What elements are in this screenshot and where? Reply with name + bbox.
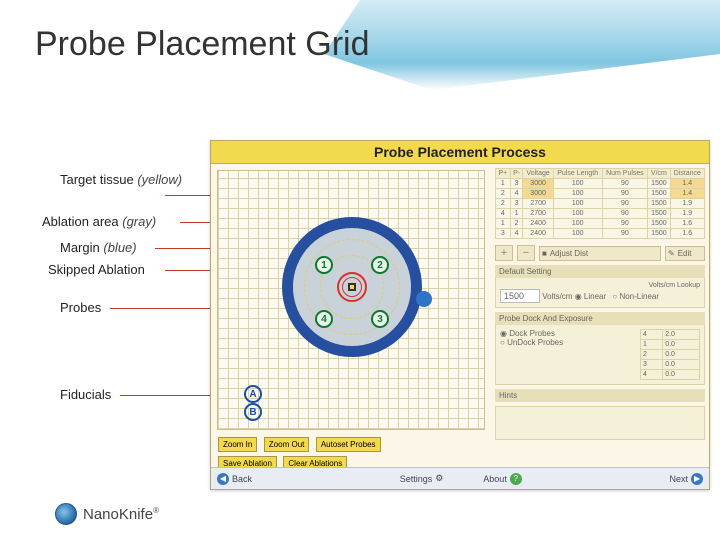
nonlinear-radio[interactable]: ○ Non-Linear [612, 292, 659, 301]
table-row[interactable]: 2327001009015001.9 [496, 199, 705, 209]
col-Pulse Length: Pulse Length [553, 169, 602, 179]
dock-row: 40.0 [641, 370, 700, 380]
col-Distance: Distance [670, 169, 704, 179]
adjust-dist-button[interactable]: ■ Adjust Dist [539, 246, 661, 261]
table-row[interactable]: 1224001009015001.6 [496, 219, 705, 229]
target-tissue-marker[interactable] [348, 283, 356, 291]
zoom-in-button[interactable]: Zoom In [218, 437, 257, 452]
about-button[interactable]: About ? [483, 473, 522, 485]
dock-row: 10.0 [641, 340, 700, 350]
probe-1[interactable]: 1 [315, 256, 333, 274]
dock-table: 42.010.020.030.040.0 [640, 329, 700, 380]
edit-button[interactable]: ✎ Edit [665, 246, 705, 261]
default-setting-label: Default Setting [495, 265, 705, 278]
col-Voltage: Voltage [523, 169, 553, 179]
volts-unit: Volts/cm [542, 292, 572, 301]
back-button[interactable]: ◀Back [217, 473, 252, 485]
app-title: Probe Placement Process [211, 141, 709, 164]
fiducial-A[interactable]: A [244, 385, 262, 403]
app-window: Probe Placement Process 1 2 3 4 AB Zoom In Z… [210, 140, 710, 490]
col-Num Pulses: Num Pulses [602, 169, 648, 179]
right-panel: P+P-VoltagePulse LengthNum PulsesV/cmDis… [491, 164, 709, 474]
col-V/cm: V/cm [648, 169, 670, 179]
probe-pair-table: P+P-VoltagePulse LengthNum PulsesV/cmDis… [495, 168, 705, 239]
dock-row: 20.0 [641, 350, 700, 360]
probe-cursor[interactable] [416, 291, 432, 307]
annotation-probes: Probes [60, 300, 101, 315]
probe-4[interactable]: 4 [315, 310, 333, 328]
linear-radio[interactable]: ◉ Linear [575, 292, 606, 301]
add-icon[interactable]: + [495, 245, 513, 261]
col-P+: P+ [496, 169, 511, 179]
dock-row: 42.0 [641, 330, 700, 340]
settings-button[interactable]: Settings ⚙ [400, 473, 444, 484]
annotation-ablation-area: Ablation area (gray) [42, 214, 156, 229]
dock-row: 30.0 [641, 360, 700, 370]
table-row[interactable]: 2430001009015001.4 [496, 189, 705, 199]
grid-area: 1234AB Zoom In Zoom Out Autoset Probes S… [211, 164, 491, 474]
hints-label: Hints [495, 389, 705, 402]
table-row[interactable]: 4127001009015001.9 [496, 209, 705, 219]
slide-title: Probe Placement Grid [35, 25, 370, 64]
app-footer: ◀Back Settings ⚙ About ? Next▶ [211, 467, 709, 489]
default-setting-body: Volts/cm Lookup 1500 Volts/cm ◉ Linear ○… [495, 278, 705, 308]
help-icon: ? [510, 473, 522, 485]
annotation-target-tissue: Target tissue (yellow) [60, 172, 182, 187]
probe-2[interactable]: 2 [371, 256, 389, 274]
table-row[interactable]: 3424001009015001.6 [496, 229, 705, 239]
volts-value[interactable]: 1500 [500, 289, 540, 303]
dock-body: 42.010.020.030.040.0 ◉ Dock Probes ○ UnD… [495, 325, 705, 385]
autoset-probes-button[interactable]: Autoset Probes [316, 437, 381, 452]
annotation-fiducials: Fiducials [60, 387, 111, 402]
next-button[interactable]: Next▶ [670, 473, 704, 485]
volts-lookup-label: Volts/cm Lookup [500, 282, 700, 289]
zoom-out-button[interactable]: Zoom Out [264, 437, 310, 452]
remove-icon[interactable]: − [517, 245, 535, 261]
fiducial-B[interactable]: B [244, 403, 262, 421]
dock-section-label: Probe Dock And Exposure [495, 312, 705, 325]
annotation-skipped: Skipped Ablation [48, 262, 145, 277]
placement-grid[interactable]: 1 2 3 4 AB [217, 170, 485, 430]
probe-3[interactable]: 3 [371, 310, 389, 328]
brand-logo: NanoKnife® [55, 503, 159, 525]
gear-icon: ⚙ [435, 473, 443, 484]
table-row[interactable]: 1330001009015001.4 [496, 179, 705, 189]
annotation-margin: Margin (blue) [60, 240, 137, 255]
hints-body [495, 406, 705, 440]
col-P-: P- [510, 169, 523, 179]
logo-swirl-icon [55, 503, 77, 525]
